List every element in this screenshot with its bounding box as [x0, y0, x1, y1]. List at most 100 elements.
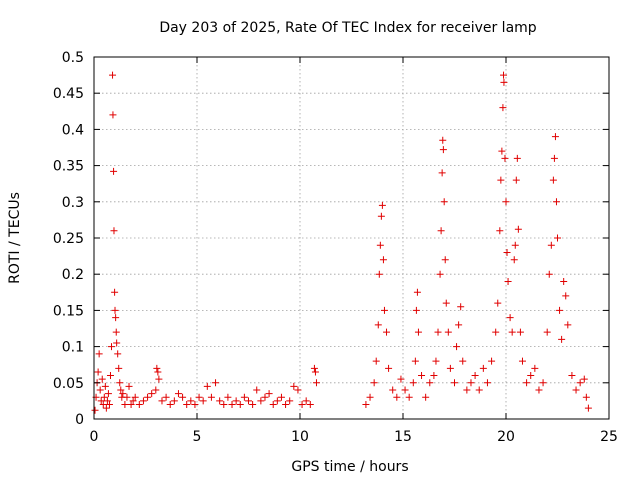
y-tick-label: 0 [75, 412, 84, 428]
data-point [106, 372, 114, 380]
data-point [91, 406, 99, 414]
data-point [463, 386, 471, 394]
y-tick-label: 0.45 [53, 86, 84, 102]
data-point [422, 393, 430, 401]
x-axis-label: GPS time / hours [291, 459, 408, 475]
data-point [207, 393, 215, 401]
data-point [162, 393, 170, 401]
chart-title: Day 203 of 2025, Rate Of TEC Index for r… [159, 20, 536, 36]
data-point [506, 314, 514, 322]
data-point [102, 404, 110, 412]
data-point [216, 397, 224, 405]
data-point [153, 364, 161, 372]
data-point [108, 343, 116, 351]
data-point [195, 393, 203, 401]
data-point [249, 401, 257, 409]
y-tick-label: 0.35 [53, 159, 84, 175]
data-point [265, 390, 273, 398]
y-axis-label: ROTI / TECUs [7, 192, 23, 284]
data-point [97, 397, 105, 405]
data-point [516, 328, 524, 336]
data-point [103, 397, 111, 405]
data-point [224, 393, 232, 401]
data-point [148, 390, 156, 398]
data-point [441, 256, 449, 264]
data-point [492, 328, 500, 336]
data-point [375, 270, 383, 278]
data-point [135, 401, 143, 409]
data-point [455, 321, 463, 329]
data-point [220, 401, 228, 409]
data-point [119, 390, 127, 398]
data-point [372, 357, 380, 365]
data-point [558, 335, 566, 343]
data-point [277, 393, 285, 401]
data-point [109, 111, 117, 119]
y-tick-label: 0.05 [53, 376, 84, 392]
data-point [155, 375, 163, 383]
data-point [127, 401, 135, 409]
x-tick-label: 25 [600, 429, 618, 445]
data-point [440, 198, 448, 206]
data-point [500, 71, 508, 79]
data-point [439, 146, 447, 154]
data-point [437, 227, 445, 235]
data-point [547, 241, 555, 249]
data-point [498, 147, 506, 155]
data-point [245, 397, 252, 405]
data-point [576, 379, 584, 387]
data-point [203, 382, 211, 390]
data-point [479, 364, 487, 372]
data-point [139, 397, 147, 405]
data-point [374, 321, 382, 329]
data-point [426, 379, 434, 387]
data-point [95, 350, 103, 358]
data-point [432, 357, 440, 365]
data-point [94, 368, 102, 376]
x-tick-label: 5 [193, 429, 202, 445]
data-point [409, 379, 417, 387]
data-point [379, 256, 387, 264]
data-point [125, 382, 133, 390]
data-point [442, 299, 450, 307]
data-point [451, 379, 458, 387]
data-point [282, 401, 290, 409]
x-tick-label: 15 [394, 429, 412, 445]
data-point [269, 401, 277, 409]
data-point [114, 350, 122, 358]
data-point [457, 303, 465, 311]
data-point [389, 386, 397, 394]
data-points [91, 71, 592, 414]
data-point [513, 154, 521, 162]
data-point [501, 154, 509, 162]
data-point [446, 364, 454, 372]
x-tick-label: 20 [497, 429, 515, 445]
data-point [294, 386, 302, 394]
data-point [475, 386, 483, 394]
data-point [273, 397, 281, 405]
data-point [508, 328, 516, 336]
y-tick-label: 0.15 [53, 303, 84, 319]
data-point [499, 104, 507, 112]
data-point [112, 314, 120, 322]
y-tick-label: 0.5 [62, 50, 84, 66]
data-point [100, 393, 108, 401]
data-point [112, 328, 120, 336]
data-point [512, 176, 520, 184]
data-point [511, 241, 519, 249]
data-point [152, 386, 160, 394]
data-point [312, 379, 320, 387]
data-point [552, 198, 560, 206]
data-point [378, 201, 386, 209]
data-point [362, 401, 370, 409]
data-point [560, 277, 568, 285]
data-point [439, 136, 447, 144]
data-point [434, 328, 442, 336]
y-tick-label: 0.4 [62, 122, 84, 138]
data-point [179, 393, 187, 401]
data-point [405, 393, 413, 401]
data-point [376, 241, 384, 249]
data-point [393, 393, 401, 401]
data-point [496, 227, 504, 235]
